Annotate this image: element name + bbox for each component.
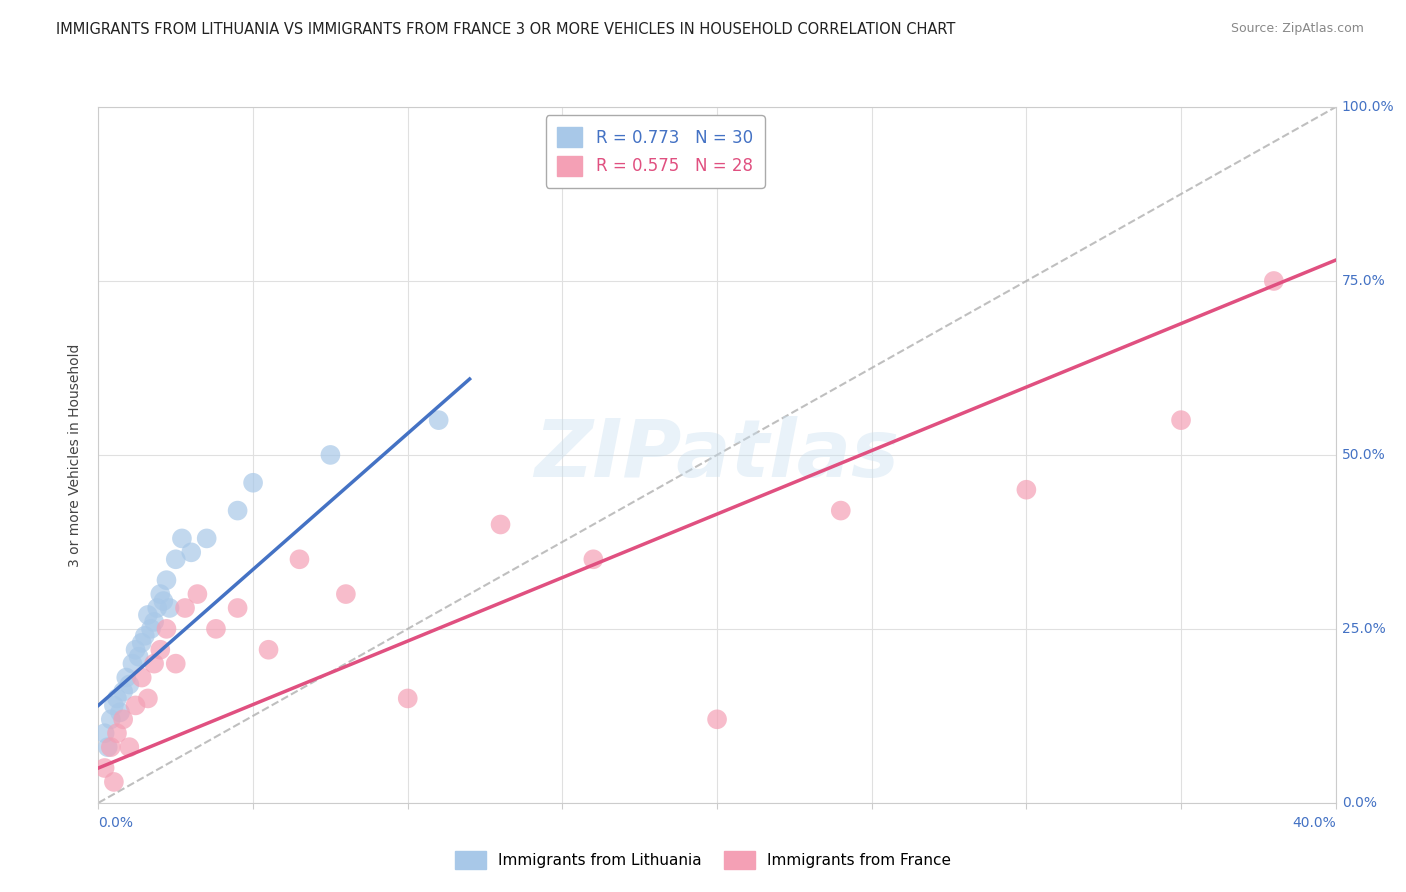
- Text: 40.0%: 40.0%: [1292, 816, 1336, 830]
- Point: [396, 691, 419, 706]
- Point: [489, 517, 512, 532]
- Point: [830, 503, 852, 517]
- Legend: Immigrants from Lithuania, Immigrants from France: Immigrants from Lithuania, Immigrants fr…: [449, 845, 957, 875]
- Point: [93, 726, 115, 740]
- Point: [155, 573, 177, 587]
- Point: [1170, 413, 1192, 427]
- Point: [112, 712, 135, 726]
- Point: [186, 587, 208, 601]
- Point: [124, 642, 146, 657]
- Point: [139, 622, 162, 636]
- Point: [427, 413, 450, 427]
- Point: [226, 503, 249, 517]
- Point: [257, 642, 280, 657]
- Text: 0.0%: 0.0%: [98, 816, 134, 830]
- Point: [124, 698, 146, 713]
- Point: [136, 607, 159, 622]
- Point: [165, 552, 187, 566]
- Point: [180, 545, 202, 559]
- Point: [97, 740, 120, 755]
- Point: [103, 775, 125, 789]
- Point: [205, 622, 228, 636]
- Legend: R = 0.773   N = 30, R = 0.575   N = 28: R = 0.773 N = 30, R = 0.575 N = 28: [546, 115, 765, 187]
- Point: [335, 587, 357, 601]
- Point: [582, 552, 605, 566]
- Point: [100, 740, 122, 755]
- Point: [105, 691, 128, 706]
- Point: [118, 740, 141, 755]
- Point: [146, 601, 169, 615]
- Point: [136, 691, 159, 706]
- Point: [108, 706, 131, 720]
- Text: 25.0%: 25.0%: [1341, 622, 1386, 636]
- Point: [165, 657, 187, 671]
- Point: [134, 629, 156, 643]
- Text: ZIPatlas: ZIPatlas: [534, 416, 900, 494]
- Point: [149, 587, 172, 601]
- Point: [128, 649, 150, 664]
- Point: [112, 684, 135, 698]
- Point: [143, 657, 166, 671]
- Point: [149, 642, 172, 657]
- Point: [1263, 274, 1285, 288]
- Point: [159, 601, 181, 615]
- Point: [115, 671, 138, 685]
- Point: [288, 552, 311, 566]
- Text: 75.0%: 75.0%: [1341, 274, 1386, 288]
- Point: [118, 677, 141, 691]
- Point: [105, 726, 128, 740]
- Point: [131, 671, 153, 685]
- Point: [195, 532, 218, 546]
- Point: [121, 657, 143, 671]
- Point: [170, 532, 193, 546]
- Text: Source: ZipAtlas.com: Source: ZipAtlas.com: [1230, 22, 1364, 36]
- Text: 50.0%: 50.0%: [1341, 448, 1386, 462]
- Point: [143, 615, 166, 629]
- Point: [131, 636, 153, 650]
- Point: [152, 594, 174, 608]
- Text: 0.0%: 0.0%: [1341, 796, 1376, 810]
- Point: [1015, 483, 1038, 497]
- Point: [174, 601, 197, 615]
- Point: [103, 698, 125, 713]
- Point: [706, 712, 728, 726]
- Point: [319, 448, 342, 462]
- Point: [93, 761, 115, 775]
- Y-axis label: 3 or more Vehicles in Household: 3 or more Vehicles in Household: [69, 343, 83, 566]
- Text: IMMIGRANTS FROM LITHUANIA VS IMMIGRANTS FROM FRANCE 3 OR MORE VEHICLES IN HOUSEH: IMMIGRANTS FROM LITHUANIA VS IMMIGRANTS …: [56, 22, 956, 37]
- Text: 100.0%: 100.0%: [1341, 100, 1395, 114]
- Point: [226, 601, 249, 615]
- Point: [242, 475, 264, 490]
- Point: [100, 712, 122, 726]
- Point: [155, 622, 177, 636]
